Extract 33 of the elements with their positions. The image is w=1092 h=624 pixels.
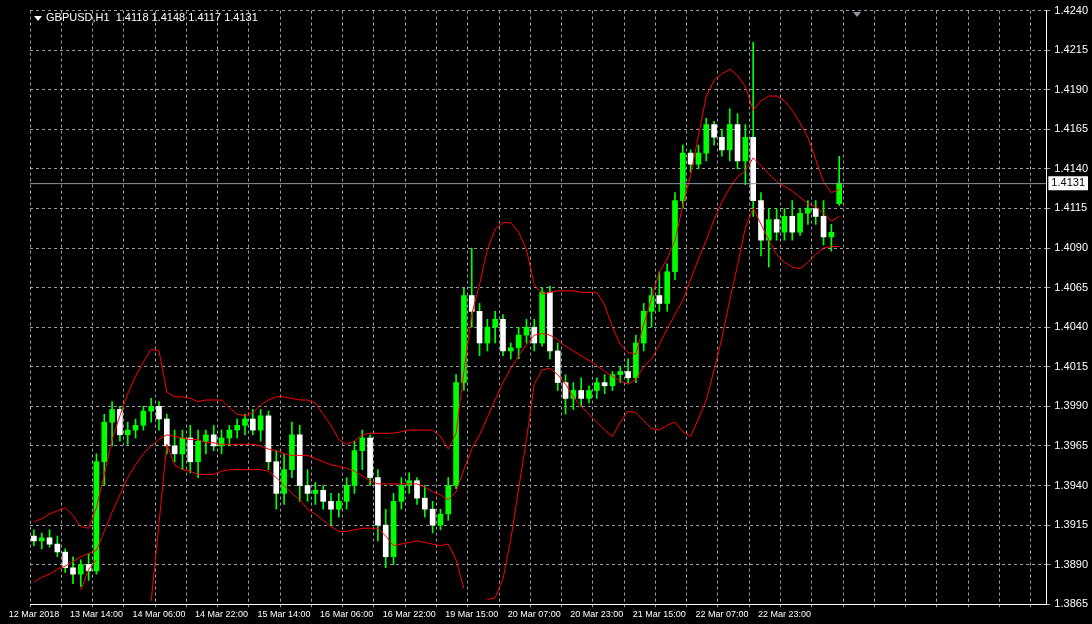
x-tick-label: 21 Mar 15:00: [632, 609, 686, 620]
x-tick-label: 22 Mar 23:00: [757, 609, 811, 620]
y-tick-label: 1.4065: [1054, 280, 1089, 293]
x-tick-label: 15 Mar 14:00: [257, 609, 311, 620]
y-tick-label: 1.3940: [1054, 478, 1089, 491]
y-tick-label: 1.4015: [1054, 359, 1089, 372]
y-tick-label: 1.4090: [1054, 241, 1089, 254]
y-tick-label: 1.4165: [1054, 122, 1089, 135]
y-tick-label: 1.4215: [1054, 43, 1089, 56]
x-tick-label: 14 Mar 22:00: [195, 609, 249, 620]
y-tick-label: 1.4040: [1054, 320, 1089, 333]
x-tick-label: 16 Mar 22:00: [382, 609, 436, 620]
y-tick-label: 1.4115: [1054, 201, 1088, 214]
x-tick-label: 16 Mar 06:00: [320, 609, 374, 620]
x-tick-label: 14 Mar 06:00: [132, 609, 186, 620]
chart-title: GBPUSD,H1 1.4118 1.4148 1.4117 1.4131: [46, 10, 258, 23]
x-tick-label: 13 Mar 14:00: [69, 609, 123, 620]
y-tick-label: 1.4240: [1054, 3, 1089, 16]
candlestick: [148, 398, 155, 423]
x-tick-label: 22 Mar 07:00: [695, 609, 749, 620]
y-tick-label: 1.3990: [1054, 399, 1089, 412]
ref-line-label: 1.4131: [1051, 176, 1086, 189]
x-tick-label: 12 Mar 2018: [8, 609, 60, 620]
x-tick-label: 19 Mar 15:00: [445, 609, 499, 620]
y-tick-label: 1.3915: [1054, 518, 1089, 531]
y-tick-label: 1.3865: [1054, 597, 1089, 610]
y-tick-label: 1.3890: [1054, 557, 1089, 570]
candlestick: [124, 421, 131, 445]
y-tick-label: 1.4140: [1054, 161, 1089, 174]
x-tick-label: 20 Mar 23:00: [570, 609, 624, 620]
x-tick-label: 20 Mar 07:00: [507, 609, 561, 620]
y-tick-label: 1.3965: [1054, 438, 1089, 451]
y-tick-label: 1.4190: [1054, 82, 1089, 95]
